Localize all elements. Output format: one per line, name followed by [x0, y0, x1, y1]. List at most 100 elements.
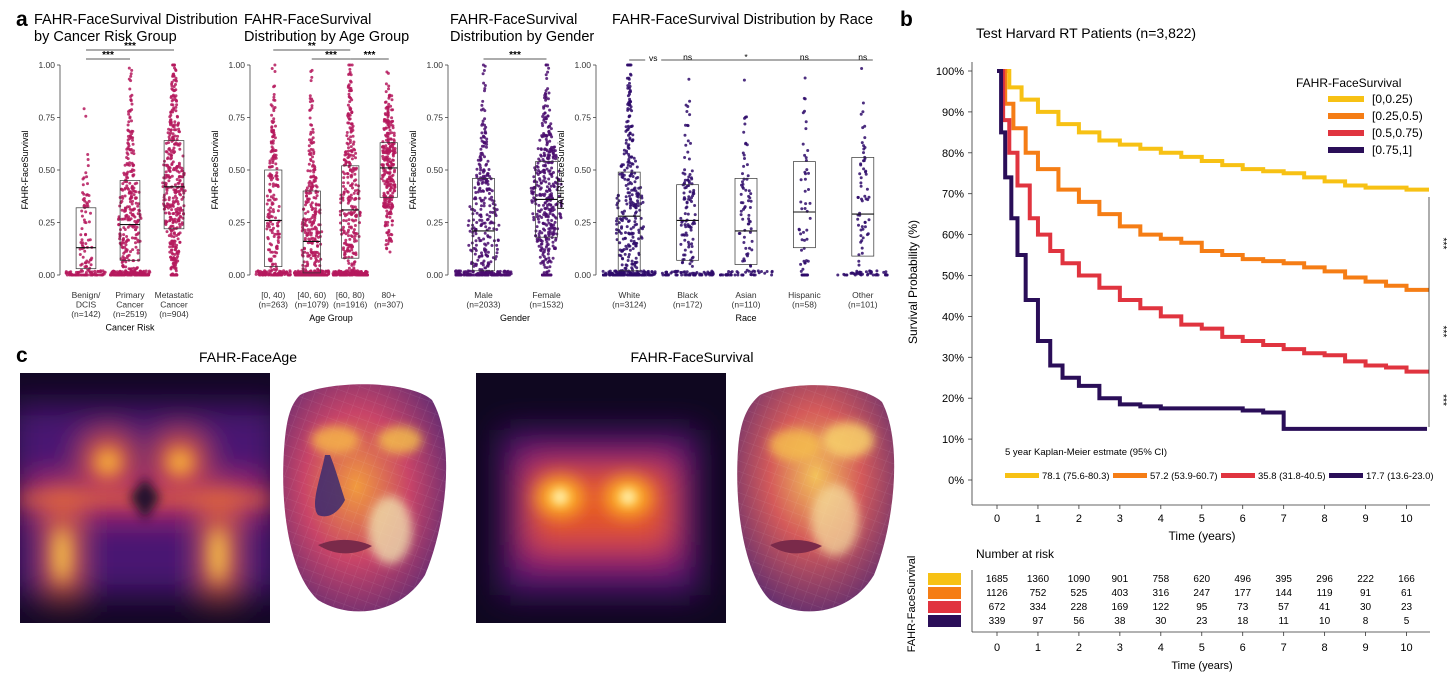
data-point: [164, 183, 168, 187]
y-tick-label: 0.75: [574, 113, 591, 123]
data-point: [273, 232, 277, 236]
x-tick-label: [60, 80): [336, 290, 365, 300]
data-point: [313, 168, 317, 172]
risk-cell: 23: [1196, 616, 1208, 627]
data-point: [84, 210, 88, 214]
data-point: [547, 130, 551, 134]
data-point: [312, 174, 316, 178]
data-point: [81, 191, 85, 195]
data-point: [537, 220, 541, 224]
data-point: [299, 273, 303, 277]
data-point: [770, 273, 774, 277]
data-point: [628, 248, 632, 252]
data-point: [294, 271, 298, 275]
data-point: [628, 81, 631, 85]
data-point: [170, 208, 174, 212]
data-point: [131, 174, 135, 178]
data-point: [866, 198, 870, 202]
data-point: [307, 184, 311, 188]
data-point: [347, 195, 351, 199]
data-point: [387, 84, 391, 88]
data-point: [486, 182, 490, 186]
data-point: [481, 198, 485, 202]
data-point: [389, 145, 393, 148]
data-point: [607, 272, 611, 276]
data-point: [749, 273, 753, 277]
data-point: [683, 273, 687, 277]
legend-label: [0.75,1]: [1372, 143, 1412, 157]
data-point: [180, 169, 184, 173]
data-point: [272, 120, 276, 124]
data-point: [624, 231, 627, 235]
km-x-tick-label: 3: [1117, 513, 1123, 525]
risk-cell: 395: [1275, 574, 1292, 585]
data-point: [539, 248, 543, 252]
data-point: [883, 273, 887, 277]
data-point: [803, 76, 807, 80]
data-point: [489, 260, 493, 264]
data-point: [675, 273, 679, 277]
data-point: [385, 209, 389, 213]
x-tick-label: Primary: [115, 290, 145, 300]
risk-cell: 222: [1357, 574, 1374, 585]
data-point: [691, 255, 695, 259]
data-point: [178, 174, 181, 178]
data-point: [684, 143, 688, 147]
data-point: [742, 207, 745, 211]
risk-cell: 97: [1032, 616, 1044, 627]
violin-group: Black(n=172)ns: [660, 52, 715, 310]
data-point: [642, 269, 646, 273]
y-tick-label: 0.00: [574, 270, 591, 280]
data-point: [385, 180, 389, 184]
data-point: [536, 239, 540, 243]
data-point: [861, 101, 865, 105]
data-point: [128, 163, 131, 167]
data-point: [480, 251, 483, 255]
data-point: [388, 215, 392, 219]
data-point: [311, 164, 314, 168]
data-point: [118, 269, 122, 273]
panel-label-b: b: [900, 8, 913, 31]
data-point: [84, 273, 87, 277]
data-point: [270, 113, 274, 117]
data-point: [176, 237, 180, 241]
data-point: [269, 259, 273, 263]
data-point: [64, 270, 68, 274]
data-point: [273, 198, 277, 202]
data-point: [482, 168, 486, 172]
data-point: [627, 159, 631, 163]
data-point: [615, 273, 619, 277]
data-point: [70, 273, 74, 277]
data-point: [546, 114, 550, 118]
data-point: [552, 232, 555, 236]
data-point: [272, 193, 276, 197]
km-estimate-title: 5 year Kaplan-Meier estmate (95% CI): [1005, 447, 1167, 458]
km-curve-1: [997, 69, 1429, 192]
data-point: [683, 168, 687, 172]
data-point: [127, 253, 131, 257]
data-point: [351, 142, 355, 146]
data-point: [642, 273, 646, 277]
risk-cell: 5: [1404, 616, 1410, 627]
data-point: [741, 273, 745, 277]
data-point: [621, 176, 625, 179]
data-point: [548, 153, 551, 157]
data-point: [386, 136, 390, 140]
data-point: [544, 148, 548, 152]
data-point: [384, 90, 388, 94]
risk-row-swatch: [928, 615, 961, 627]
data-point: [495, 243, 499, 247]
data-point: [349, 210, 353, 214]
data-point: [634, 242, 638, 245]
data-point: [626, 107, 630, 111]
data-point: [167, 147, 171, 151]
data-point: [85, 193, 89, 197]
data-point: [392, 170, 396, 174]
data-point: [307, 162, 311, 166]
data-point: [171, 135, 175, 139]
data-point: [743, 157, 746, 160]
data-point: [303, 231, 307, 235]
data-point: [311, 99, 315, 103]
data-point: [269, 273, 272, 277]
